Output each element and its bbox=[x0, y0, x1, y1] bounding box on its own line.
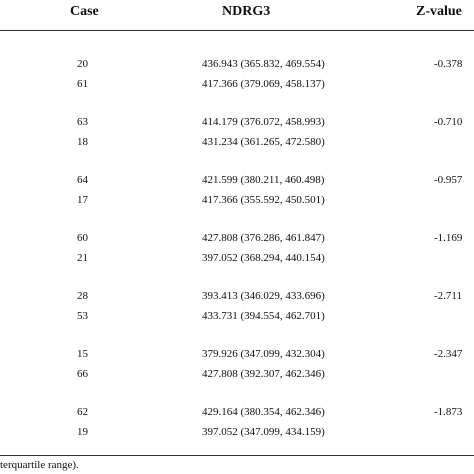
ndrg3-cell: 397.052 (347.099, 434.159) bbox=[202, 426, 325, 438]
ndrg3-cell: 379.926 (347.099, 432.304) bbox=[202, 348, 325, 360]
z-value-cell: -2.711 bbox=[434, 290, 463, 302]
case-cell: 18 bbox=[77, 136, 88, 148]
case-cell: 19 bbox=[77, 426, 88, 438]
ndrg3-cell: 427.808 (376.286, 461.847) bbox=[202, 232, 325, 244]
ndrg3-cell: 431.234 (361.265, 472.580) bbox=[202, 136, 325, 148]
column-header-ndrg3: NDRG3 bbox=[222, 4, 271, 19]
table-top-rule bbox=[0, 30, 474, 31]
ndrg3-cell: 421.599 (380.211, 460.498) bbox=[202, 174, 325, 186]
ndrg3-cell: 417.366 (379.069, 458.137) bbox=[202, 78, 325, 90]
case-cell: 17 bbox=[77, 194, 88, 206]
ndrg3-cell: 427.808 (392.307, 462.346) bbox=[202, 368, 325, 380]
ndrg3-cell: 433.731 (394.554, 462.701) bbox=[202, 310, 325, 322]
case-cell: 62 bbox=[77, 406, 88, 418]
ndrg3-cell: 393.413 (346.029, 433.696) bbox=[202, 290, 325, 302]
case-cell: 61 bbox=[77, 78, 88, 90]
z-value-cell: -1.169 bbox=[434, 232, 463, 244]
case-cell: 64 bbox=[77, 174, 88, 186]
case-cell: 15 bbox=[77, 348, 88, 360]
case-cell: 21 bbox=[77, 252, 88, 264]
ndrg3-cell: 429.164 (380.354, 462.346) bbox=[202, 406, 325, 418]
table-bottom-rule bbox=[0, 455, 474, 456]
ndrg3-cell: 397.052 (368.294, 440.154) bbox=[202, 252, 325, 264]
z-value-cell: -0.957 bbox=[434, 174, 463, 186]
case-cell: 60 bbox=[77, 232, 88, 244]
z-value-cell: -0.378 bbox=[434, 58, 463, 70]
case-cell: 28 bbox=[77, 290, 88, 302]
case-cell: 20 bbox=[77, 58, 88, 70]
column-header-z-value: Z-value bbox=[416, 4, 462, 19]
ndrg3-cell: 414.179 (376.072, 458.993) bbox=[202, 116, 325, 128]
z-value-cell: -0.710 bbox=[434, 116, 463, 128]
z-value-cell: -1.873 bbox=[434, 406, 463, 418]
case-cell: 66 bbox=[77, 368, 88, 380]
case-cell: 63 bbox=[77, 116, 88, 128]
column-header-case: Case bbox=[70, 4, 99, 19]
table-footnote: terquartile range). bbox=[0, 459, 79, 471]
ndrg3-cell: 417.366 (355.592, 450.501) bbox=[202, 194, 325, 206]
z-value-cell: -2.347 bbox=[434, 348, 463, 360]
case-cell: 53 bbox=[77, 310, 88, 322]
ndrg3-cell: 436.943 (365.832, 469.554) bbox=[202, 58, 325, 70]
